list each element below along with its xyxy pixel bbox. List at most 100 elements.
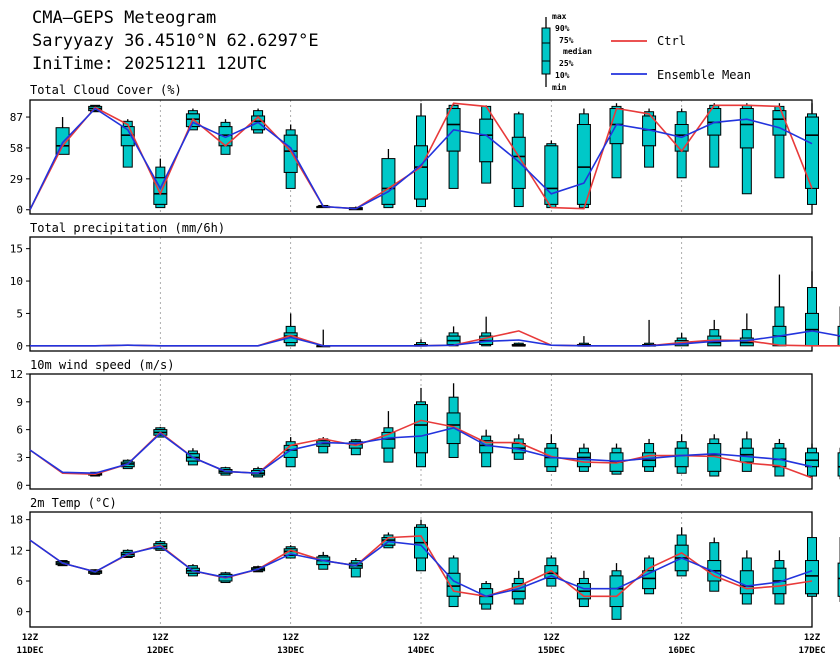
box-lower-tail <box>220 145 231 155</box>
ensemble-box <box>772 274 787 347</box>
y-tick-label: 0 <box>16 340 23 353</box>
x-tick-hour: 12Z <box>413 633 430 643</box>
init-time-label: IniTime: 20251211 12UTC <box>32 54 267 74</box>
box-lower-tail <box>481 161 492 184</box>
ensemble-box <box>642 108 657 168</box>
ensemble-box <box>805 271 819 347</box>
ensemble-box <box>609 443 624 475</box>
box-lower-tail <box>155 203 166 209</box>
ensemble-box <box>283 313 298 347</box>
ensemble-mean-line <box>29 107 813 211</box>
box-upper-tail <box>253 110 264 117</box>
box-iqr <box>283 134 298 173</box>
y-tick-label: 3 <box>16 451 23 464</box>
box-upper-tail <box>578 113 589 126</box>
box-lower-tail <box>774 466 785 477</box>
ensemble-box <box>414 387 428 468</box>
box-lower-tail <box>546 577 557 587</box>
box-lower-tail <box>285 342 296 347</box>
panel-wind-speed: 0 3 6 9 12 <box>10 368 840 492</box>
ensemble-box <box>674 527 689 577</box>
box-lower-tail <box>578 466 589 472</box>
x-tick-date: 13DEC <box>277 646 304 656</box>
box-lower-tail <box>383 544 394 549</box>
ensemble-box <box>544 140 559 209</box>
box-upper-tail <box>709 438 720 445</box>
box-lower-tail <box>318 445 329 454</box>
box-upper-tail <box>807 537 817 562</box>
box-lower-tail <box>481 344 492 347</box>
ensemble-box <box>479 105 494 184</box>
ensemble-box <box>251 466 266 478</box>
box-lower-tail <box>416 452 426 468</box>
box-lower-tail <box>741 593 752 605</box>
box-lower-tail <box>774 593 785 605</box>
box-lower-tail <box>318 564 329 570</box>
box-iqr <box>674 447 689 468</box>
y-tick-label: 6 <box>16 575 23 588</box>
y-tick-label: 15 <box>10 243 23 256</box>
x-tick-date: 12DEC <box>147 646 174 656</box>
box-upper-tail <box>741 329 752 339</box>
x-tick-date: 16DEC <box>668 646 695 656</box>
ensemble-box <box>381 411 396 463</box>
box-lower-tail <box>807 187 817 205</box>
x-tick-date: 17DEC <box>798 646 825 656</box>
ctrl-line <box>29 102 813 211</box>
y-tick-label: 0 <box>16 606 23 619</box>
ensemble-box <box>511 111 526 208</box>
box-upper-tail <box>644 443 655 454</box>
ensemble-mean-line <box>30 330 840 347</box>
ensemble-box <box>381 149 396 209</box>
ensemble-box <box>707 434 722 477</box>
ensemble-box <box>674 108 689 179</box>
x-tick-hour: 12Z <box>22 633 39 643</box>
box-lower-tail <box>448 443 459 458</box>
ensemble-box <box>414 519 428 572</box>
box-upper-tail <box>676 441 687 449</box>
box-lower-tail <box>90 572 101 575</box>
box-lower-tail <box>513 187 524 208</box>
panel-title-precip: Total precipitation (mm/6h) <box>30 221 225 235</box>
box-upper-tail <box>513 113 524 138</box>
ensemble-box <box>446 103 461 189</box>
box-lower-tail <box>709 470 720 477</box>
y-tick-label: 12 <box>10 368 23 381</box>
box-lower-tail <box>611 143 622 179</box>
box-lower-tail <box>481 452 492 468</box>
box-lower-tail <box>644 145 655 168</box>
x-tick-hour: 12Z <box>152 633 169 643</box>
box-lower-tail <box>383 203 394 209</box>
panel-title-wind: 10m wind speed (m/s) <box>30 358 175 372</box>
ensemble-box <box>837 537 840 602</box>
box-lower-tail <box>513 598 524 605</box>
chart-title: CMA—GEPS Meteogram <box>32 8 216 28</box>
ensemble-box <box>511 342 526 347</box>
ensemble-box <box>576 443 591 472</box>
panel-2m-temperature: 0 6 12 18 <box>10 511 840 628</box>
ensemble-box <box>414 339 428 347</box>
legend-p90: 90% <box>555 24 570 33</box>
x-tick-hour: 12Z <box>283 633 300 643</box>
box-lower-tail <box>253 570 264 573</box>
legend-max: max <box>552 12 567 21</box>
y-tick-label: 87 <box>10 111 23 124</box>
ensemble-box <box>772 550 787 605</box>
box-iqr <box>772 110 787 136</box>
ensemble-box <box>739 103 754 195</box>
box-upper-tail <box>546 557 557 567</box>
x-tick-hour: 12Z <box>543 633 560 643</box>
box-lower-tail <box>513 452 524 460</box>
x-tick-date: 11DEC <box>16 646 43 656</box>
legend-p25: 25% <box>559 59 574 68</box>
box-lower-tail <box>611 606 622 620</box>
box-upper-tail <box>709 329 720 337</box>
box-lower-tail <box>611 470 622 475</box>
y-tick-label: 58 <box>10 142 23 155</box>
ctrl-line <box>29 535 813 598</box>
x-axis-labels: 12Z 11DEC 12Z 12DEC 12Z 13DEC 12Z 14DEC 12Z 15DEC… <box>16 633 825 656</box>
box-iqr <box>283 444 298 458</box>
legend-p75: 75% <box>559 36 574 45</box>
panel-total-cloud-cover: 0 29 58 87 <box>10 99 819 217</box>
